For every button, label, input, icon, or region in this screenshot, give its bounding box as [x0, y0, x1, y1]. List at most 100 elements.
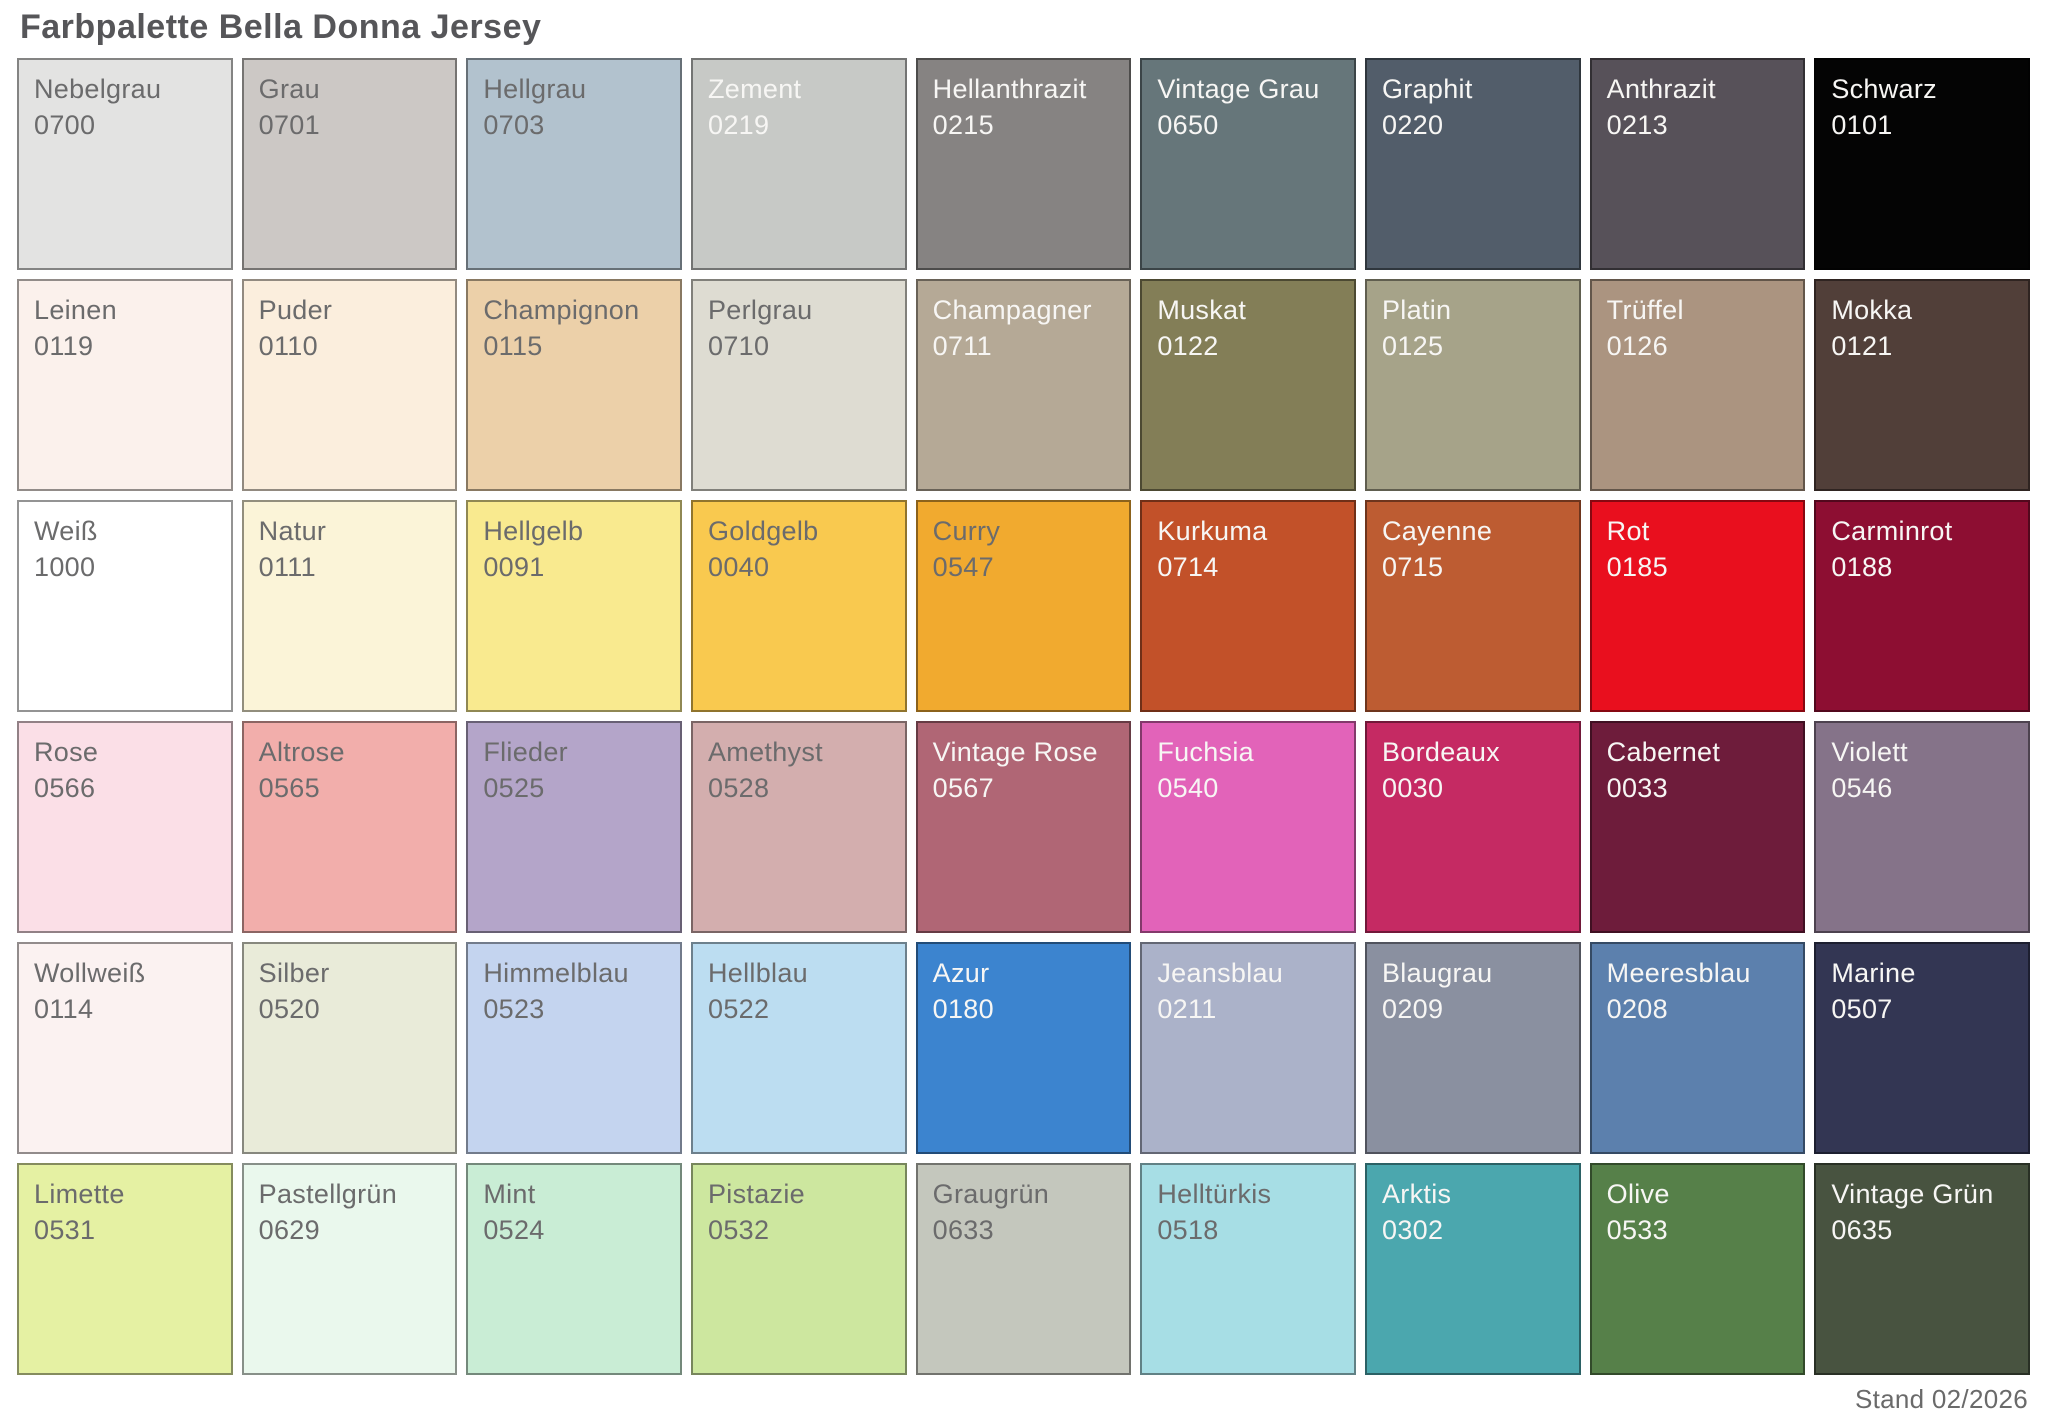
swatch-code: 0531: [34, 1215, 96, 1245]
swatch-code: 0520: [258, 994, 320, 1024]
swatch-name: Leinen: [34, 295, 117, 325]
swatch-code: 0121: [1831, 331, 1893, 361]
swatch-name: Azur: [932, 958, 990, 988]
swatch-0209: Blaugrau 0209: [1365, 942, 1581, 1154]
swatch-name: Violett: [1831, 737, 1908, 767]
swatch-0188: Carminrot 0188: [1814, 500, 2030, 712]
swatch-0528: Amethyst 0528: [691, 721, 907, 933]
swatch-code: 0213: [1606, 110, 1668, 140]
swatch-name: Carminrot: [1831, 516, 1953, 546]
swatch-0629: Pastellgrün 0629: [241, 1163, 458, 1375]
swatch-name: Wollweiß: [34, 958, 146, 988]
swatch-0566: Rose 0566: [17, 721, 233, 933]
swatch-name: Arktis: [1382, 1179, 1452, 1209]
swatch-name: Blaugrau: [1382, 958, 1493, 988]
swatch-0219: Zement 0219: [691, 58, 907, 270]
swatch-code: 0188: [1831, 552, 1893, 582]
swatch-name: Natur: [258, 516, 327, 546]
swatch-code: 0040: [708, 552, 770, 582]
swatch-name: Perlgrau: [708, 295, 813, 325]
swatch-0701: Grau 0701: [241, 58, 458, 270]
swatch-0180: Azur 0180: [915, 942, 1132, 1154]
swatch-name: Silber: [258, 958, 330, 988]
swatch-0121: Mokka 0121: [1814, 279, 2030, 491]
swatch-code: 0700: [34, 110, 96, 140]
swatch-0111: Natur 0111: [241, 500, 458, 712]
swatch-0633: Graugrün 0633: [915, 1163, 1132, 1375]
swatch-name: Helltürkis: [1157, 1179, 1272, 1209]
swatch-0710: Perlgrau 0710: [691, 279, 907, 491]
swatch-0302: Arktis 0302: [1365, 1163, 1581, 1375]
swatch-0703: Hellgrau 0703: [466, 58, 682, 270]
swatch-0711: Champagner 0711: [915, 279, 1132, 491]
swatch-0208: Meeresblau 0208: [1589, 942, 1806, 1154]
swatch-name: Grau: [258, 74, 320, 104]
swatch-0211: Jeansblau 0211: [1140, 942, 1356, 1154]
swatch-code: 0532: [708, 1215, 770, 1245]
swatch-code: 0110: [258, 331, 318, 361]
swatch-0522: Hellblau 0522: [691, 942, 907, 1154]
swatch-name: Anthrazit: [1606, 74, 1716, 104]
swatch-code: 0701: [258, 110, 320, 140]
swatch-name: Hellgrau: [483, 74, 587, 104]
swatch-0040: Goldgelb 0040: [691, 500, 907, 712]
swatch-0185: Rot 0185: [1589, 500, 1806, 712]
swatch-name: Vintage Grün: [1831, 1179, 1994, 1209]
swatch-code: 0633: [932, 1215, 994, 1245]
swatch-code: 0518: [1157, 1215, 1219, 1245]
swatch-code: 0091: [483, 552, 545, 582]
swatch-name: Fuchsia: [1157, 737, 1254, 767]
swatch-code: 0033: [1606, 773, 1668, 803]
swatch-0567: Vintage Rose 0567: [915, 721, 1132, 933]
swatch-code: 0115: [483, 331, 543, 361]
swatch-0532: Pistazie 0532: [691, 1163, 907, 1375]
swatch-code: 0209: [1382, 994, 1444, 1024]
swatch-0215: Hellanthrazit 0215: [915, 58, 1132, 270]
swatch-name: Graphit: [1382, 74, 1473, 104]
swatch-name: Puder: [258, 295, 333, 325]
swatch-0533: Olive 0533: [1589, 1163, 1806, 1375]
swatch-name: Hellanthrazit: [932, 74, 1087, 104]
swatch-name: Hellblau: [708, 958, 808, 988]
swatch-code: 0715: [1382, 552, 1444, 582]
swatch-0220: Graphit 0220: [1365, 58, 1581, 270]
swatch-code: 0567: [932, 773, 994, 803]
swatch-name: Champagner: [932, 295, 1092, 325]
swatch-name: Vintage Grau: [1157, 74, 1320, 104]
swatch-name: Muskat: [1157, 295, 1247, 325]
swatch-code: 1000: [34, 552, 96, 582]
swatch-code: 0528: [708, 773, 770, 803]
swatch-0565: Altrose 0565: [241, 721, 458, 933]
swatch-0507: Marine 0507: [1814, 942, 2030, 1154]
swatch-code: 0125: [1382, 331, 1444, 361]
swatch-name: Champignon: [483, 295, 640, 325]
swatch-name: Mint: [483, 1179, 536, 1209]
swatch-code: 0180: [932, 994, 994, 1024]
swatch-0091: Hellgelb 0091: [466, 500, 682, 712]
swatch-name: Limette: [34, 1179, 125, 1209]
swatch-code: 0533: [1606, 1215, 1668, 1245]
swatch-code: 0122: [1157, 331, 1219, 361]
swatch-0125: Platin 0125: [1365, 279, 1581, 491]
swatch-code: 0119: [34, 331, 94, 361]
swatch-code: 0547: [932, 552, 994, 582]
swatch-code: 0650: [1157, 110, 1219, 140]
swatch-0518: Helltürkis 0518: [1140, 1163, 1356, 1375]
swatch-1000: Weiß 1000: [17, 500, 233, 712]
swatch-name: Kurkuma: [1157, 516, 1268, 546]
swatch-name: Rose: [34, 737, 99, 767]
color-grid: Nebelgrau 0700 Grau 0701 Hellgrau 0703 Zement 0…: [17, 58, 2030, 1375]
swatch-code: 0114: [34, 994, 94, 1024]
swatch-name: Marine: [1831, 958, 1916, 988]
swatch-name: Vintage Rose: [932, 737, 1098, 767]
swatch-0119: Leinen 0119: [17, 279, 233, 491]
swatch-name: Cayenne: [1382, 516, 1493, 546]
swatch-code: 0711: [932, 331, 992, 361]
swatch-name: Rot: [1606, 516, 1650, 546]
swatch-code: 0524: [483, 1215, 545, 1245]
swatch-code: 0635: [1831, 1215, 1893, 1245]
swatch-code: 0507: [1831, 994, 1893, 1024]
swatch-0715: Cayenne 0715: [1365, 500, 1581, 712]
swatch-0126: Trüffel 0126: [1589, 279, 1806, 491]
